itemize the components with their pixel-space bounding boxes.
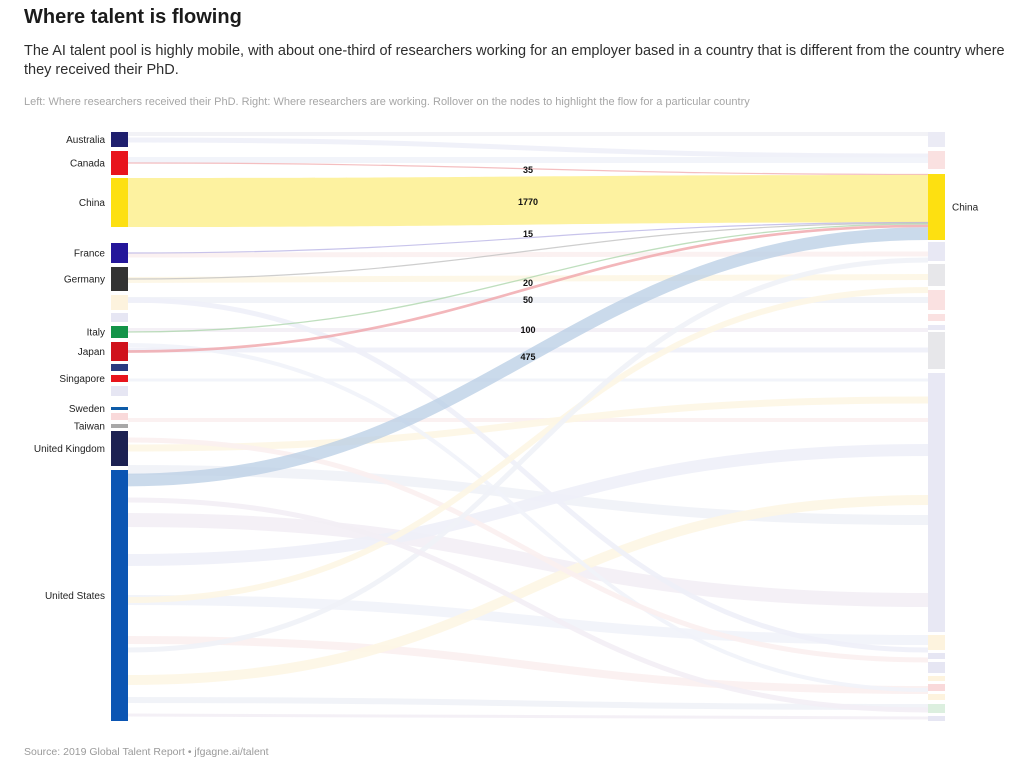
right-node-other[interactable] bbox=[928, 132, 945, 147]
background-flow bbox=[127, 257, 929, 653]
background-flows bbox=[127, 132, 929, 720]
right-node-other[interactable] bbox=[928, 704, 945, 713]
chart-instructions: Left: Where researchers received their P… bbox=[24, 96, 750, 108]
left-label-taiwan: Taiwan bbox=[74, 422, 105, 433]
right-nodes bbox=[928, 132, 945, 721]
background-flow bbox=[127, 297, 929, 653]
left-node-germany[interactable] bbox=[111, 267, 128, 291]
left-label-japan: Japan bbox=[78, 347, 105, 358]
background-flow bbox=[127, 595, 929, 645]
left-label-united-kingdom: United Kingdom bbox=[34, 444, 105, 455]
right-node-other[interactable] bbox=[928, 694, 945, 700]
left-label-australia: Australia bbox=[66, 135, 105, 146]
source-footer: Source: 2019 Global Talent Report • jfga… bbox=[24, 746, 269, 758]
background-flow bbox=[127, 137, 929, 159]
left-node-france[interactable] bbox=[111, 243, 128, 263]
flow-china-to-china[interactable] bbox=[128, 174, 928, 227]
flow-canada-to-china[interactable] bbox=[127, 162, 929, 176]
left-label-germany: Germany bbox=[64, 275, 105, 286]
left-label-canada: Canada bbox=[70, 159, 105, 170]
right-node-other[interactable] bbox=[928, 716, 945, 721]
left-node-taiwan[interactable] bbox=[111, 424, 128, 428]
flow-united-states-to-china[interactable] bbox=[127, 227, 929, 487]
right-node-other[interactable] bbox=[928, 653, 945, 659]
right-node-other[interactable] bbox=[928, 264, 945, 286]
node-labels: Australia Canada China France Germany Italy Ja… bbox=[34, 135, 979, 602]
left-node-united-states[interactable] bbox=[111, 470, 128, 721]
left-node-italy[interactable] bbox=[111, 326, 128, 338]
left-node-singapore[interactable] bbox=[111, 375, 128, 382]
right-label-china: China bbox=[952, 203, 979, 214]
flow-italy-to-china[interactable] bbox=[127, 223, 929, 333]
flow-value-labels: 35 1770 15 20 50 100 475 bbox=[518, 165, 538, 362]
left-node-united-kingdom[interactable] bbox=[111, 431, 128, 466]
background-flow bbox=[127, 251, 929, 258]
left-node-other[interactable] bbox=[111, 313, 128, 322]
background-flow bbox=[127, 636, 929, 694]
flow-france-to-china[interactable] bbox=[127, 221, 929, 254]
right-node-other[interactable] bbox=[928, 373, 945, 632]
left-node-other[interactable] bbox=[111, 364, 128, 371]
left-node-canada[interactable] bbox=[111, 151, 128, 175]
right-node-china[interactable] bbox=[928, 174, 945, 240]
flow-value-label: 15 bbox=[523, 229, 533, 239]
left-label-sweden: Sweden bbox=[69, 404, 105, 415]
flow-germany-to-china[interactable] bbox=[127, 222, 929, 280]
background-flow bbox=[127, 444, 929, 566]
right-node-other[interactable] bbox=[928, 290, 945, 310]
left-nodes bbox=[111, 132, 128, 721]
left-node-other[interactable] bbox=[111, 413, 128, 420]
background-flow bbox=[127, 465, 929, 525]
left-node-australia[interactable] bbox=[111, 132, 128, 147]
right-node-other[interactable] bbox=[928, 662, 945, 673]
left-label-italy: Italy bbox=[87, 328, 105, 339]
flow-value-label: 50 bbox=[523, 295, 533, 305]
flow-value-label: 100 bbox=[520, 325, 535, 335]
flow-japan-to-china[interactable] bbox=[127, 224, 929, 353]
background-flow bbox=[127, 513, 929, 607]
right-node-other[interactable] bbox=[928, 676, 945, 681]
left-label-france: France bbox=[74, 249, 106, 260]
left-label-singapore: Singapore bbox=[59, 374, 105, 385]
background-flow bbox=[127, 713, 929, 720]
flow-value-label: 1770 bbox=[518, 197, 538, 207]
flow-value-label: 475 bbox=[520, 352, 535, 362]
right-node-other[interactable] bbox=[928, 314, 945, 321]
right-node-other[interactable] bbox=[928, 635, 945, 650]
background-flow bbox=[127, 287, 929, 603]
left-label-china: China bbox=[79, 198, 106, 209]
right-node-other[interactable] bbox=[928, 242, 945, 261]
background-flow bbox=[127, 396, 929, 452]
page-subtitle: The AI talent pool is highly mobile, wit… bbox=[24, 43, 1005, 78]
china-flows bbox=[127, 162, 929, 487]
right-node-other[interactable] bbox=[928, 684, 945, 691]
page-title: Where talent is flowing bbox=[24, 6, 242, 28]
left-node-other[interactable] bbox=[111, 386, 128, 396]
background-flow bbox=[127, 497, 929, 713]
left-node-sweden[interactable] bbox=[111, 407, 128, 410]
right-node-other[interactable] bbox=[928, 151, 945, 169]
left-node-china[interactable] bbox=[111, 178, 128, 227]
right-node-other[interactable] bbox=[928, 332, 945, 369]
background-band bbox=[128, 132, 928, 136]
background-flow bbox=[127, 437, 929, 663]
background-flow bbox=[127, 697, 929, 710]
background-flow bbox=[127, 343, 929, 692]
right-node-other[interactable] bbox=[928, 325, 945, 330]
flow-value-label: 35 bbox=[523, 165, 533, 175]
left-node-japan[interactable] bbox=[111, 342, 128, 361]
background-flow bbox=[127, 495, 929, 685]
left-label-united-states: United States bbox=[45, 591, 105, 602]
left-node-other[interactable] bbox=[111, 295, 128, 310]
flow-value-label: 20 bbox=[523, 278, 533, 288]
